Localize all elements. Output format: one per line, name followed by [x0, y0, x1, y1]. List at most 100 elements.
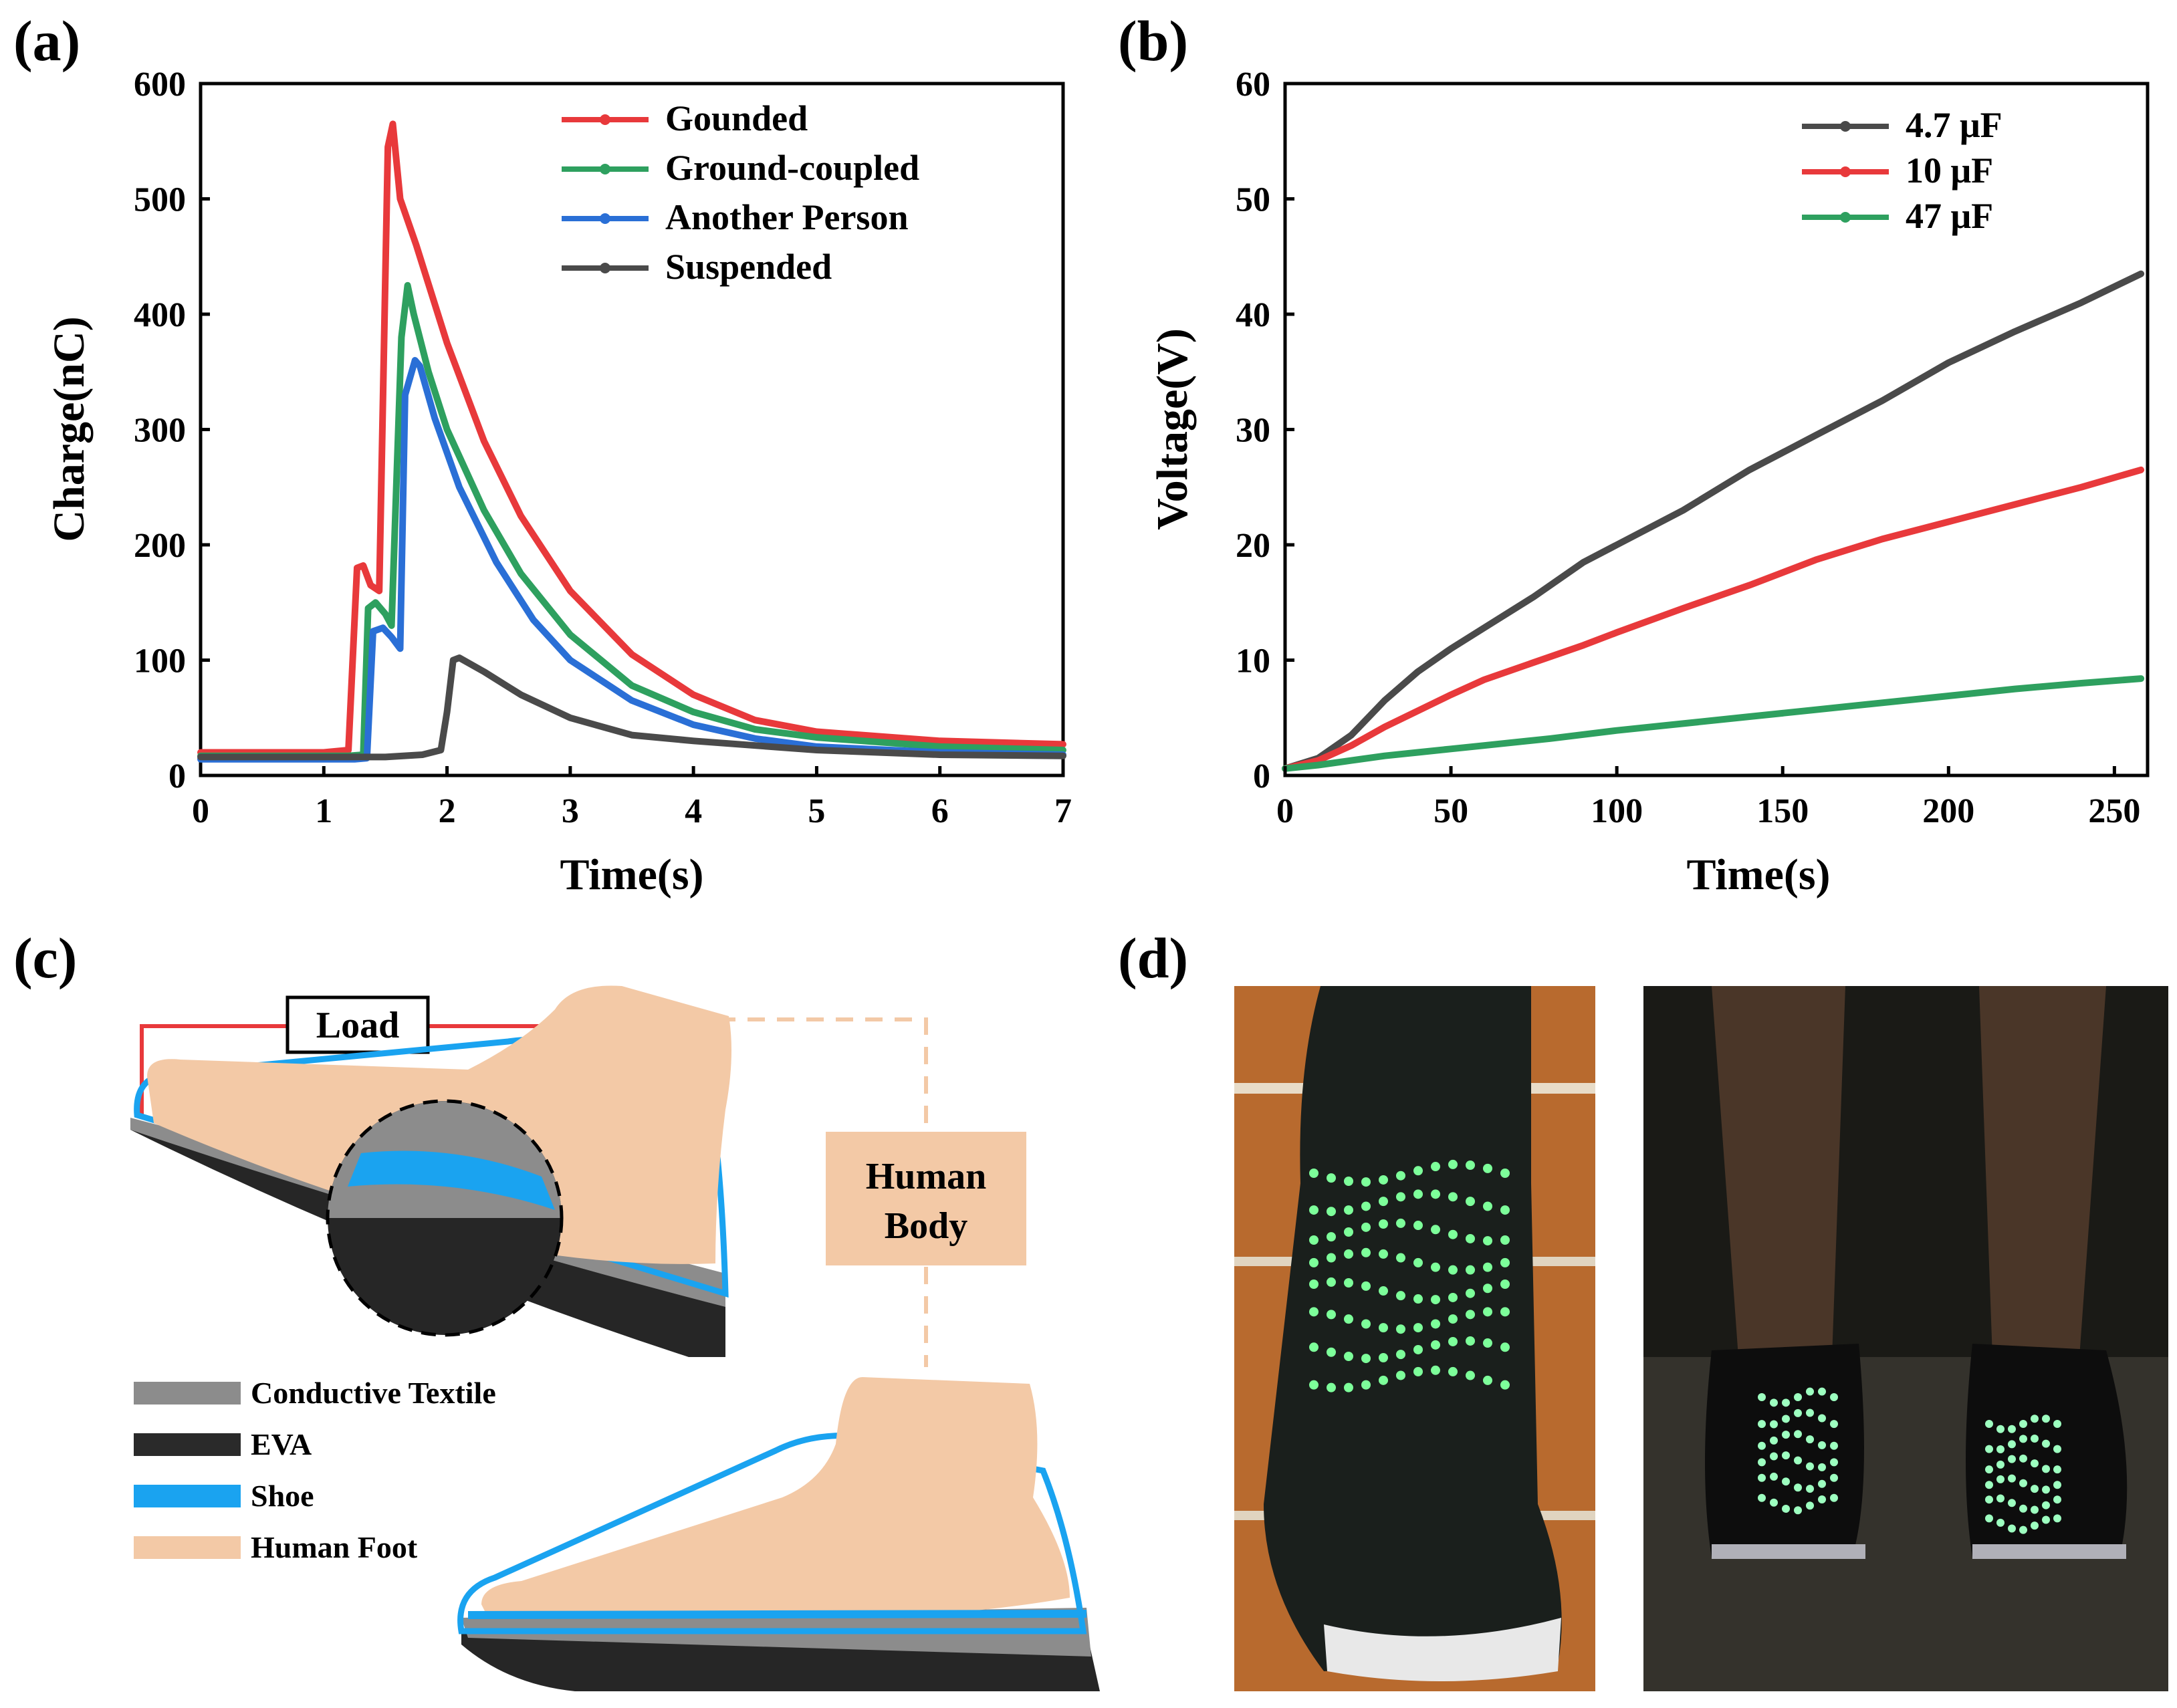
- led-dot: [2053, 1420, 2061, 1428]
- y-tick-label: 30: [1236, 412, 1270, 450]
- x-tick-label: 4: [685, 792, 702, 830]
- led-dot: [1770, 1420, 1778, 1429]
- x-tick-label: 150: [1756, 792, 1809, 830]
- led-dot: [1448, 1229, 1458, 1239]
- led-dot: [1758, 1458, 1766, 1467]
- led-dot: [1466, 1310, 1475, 1320]
- led-dot: [2019, 1526, 2027, 1534]
- led-dot: [1483, 1236, 1492, 1246]
- led-dot: [1327, 1382, 1336, 1392]
- led-dot: [1466, 1197, 1475, 1207]
- chart-a-frame: [199, 82, 1065, 777]
- led-dot: [1413, 1166, 1423, 1176]
- led-dot: [1431, 1262, 1440, 1272]
- led-dot: [1448, 1192, 1458, 1202]
- led-dot: [1344, 1249, 1353, 1259]
- led-dot: [1344, 1177, 1353, 1187]
- led-dot: [1770, 1452, 1778, 1461]
- chart-b-xlabel: Time(s): [1686, 850, 1830, 899]
- x-tick-label: 1: [315, 792, 332, 830]
- legend-marker: [1840, 166, 1851, 177]
- led-dot: [1483, 1338, 1492, 1348]
- led-dot: [1806, 1462, 1814, 1471]
- led-dot: [1806, 1485, 1814, 1493]
- led-dot: [1806, 1435, 1814, 1444]
- led-dot: [1413, 1323, 1423, 1333]
- x-tick-label: 3: [562, 792, 579, 830]
- led-dot: [1327, 1232, 1336, 1242]
- load-box: [285, 995, 430, 1054]
- led-dot: [1379, 1175, 1388, 1185]
- led-dot: [1413, 1221, 1423, 1231]
- material-label: Conductive Textile: [251, 1376, 496, 1410]
- material-swatch: [134, 1536, 241, 1559]
- led-dot: [1818, 1441, 1826, 1449]
- led-dot: [1379, 1219, 1388, 1229]
- led-dot: [1327, 1347, 1336, 1357]
- upper-shoe: [130, 985, 731, 1357]
- led-dot: [1985, 1465, 1993, 1474]
- chart-a-series-group: [197, 120, 1066, 763]
- led-dot: [1782, 1431, 1790, 1439]
- x-tick-label: 0: [192, 792, 209, 830]
- led-dot: [1794, 1409, 1802, 1417]
- series-line-3: [1282, 675, 2145, 772]
- series-line-1: [197, 120, 1066, 756]
- led-dot: [1344, 1278, 1353, 1288]
- legend-label: Another Person: [665, 197, 908, 237]
- led-dot: [1379, 1352, 1388, 1362]
- led-dot: [1818, 1495, 1826, 1504]
- material-legend: Conductive Textile EVA Shoe Human Foot: [134, 1376, 496, 1564]
- material-swatch: [134, 1485, 241, 1507]
- y-tick-label: 300: [134, 412, 186, 450]
- led-dot: [1344, 1351, 1353, 1361]
- led-dot: [1396, 1291, 1405, 1301]
- led-dot: [1396, 1192, 1405, 1202]
- led-dot: [1830, 1393, 1838, 1401]
- led-dot: [1996, 1518, 2004, 1527]
- chart-a-legend: Gounded Ground-coupled Another Person Suspe…: [562, 98, 919, 287]
- led-dot: [2031, 1485, 2039, 1493]
- led-dot: [1466, 1370, 1475, 1380]
- led-dot: [1500, 1307, 1510, 1317]
- led-dot: [1830, 1458, 1838, 1467]
- led-dot: [1361, 1177, 1371, 1187]
- legend-label: 4.7 μF: [1906, 105, 2002, 145]
- led-dot: [2019, 1454, 2027, 1463]
- series-line-2: [197, 281, 1066, 759]
- led-dot: [1500, 1169, 1510, 1178]
- human-body-label-line1: Human: [866, 1156, 987, 1197]
- legend-label: 47 μF: [1906, 196, 1993, 236]
- x-tick-label: 2: [439, 792, 456, 830]
- led-dot: [1344, 1205, 1353, 1215]
- led-dot: [1431, 1319, 1440, 1329]
- led-dot: [1344, 1382, 1353, 1392]
- y-tick-label: 0: [168, 757, 186, 796]
- led-dot: [1996, 1445, 2004, 1453]
- led-dot: [1396, 1324, 1405, 1334]
- led-dot: [1758, 1393, 1766, 1401]
- led-dot: [1413, 1189, 1423, 1199]
- led-dot: [1758, 1473, 1766, 1482]
- led-dot: [1466, 1265, 1475, 1275]
- led-dot: [2008, 1524, 2016, 1533]
- led-dot: [2019, 1504, 2027, 1513]
- led-dot: [1448, 1159, 1458, 1169]
- led-dot: [1806, 1409, 1814, 1417]
- series-line-2: [1282, 466, 2145, 772]
- led-dot: [2031, 1459, 2039, 1468]
- led-dot: [1309, 1279, 1319, 1290]
- led-dot: [1500, 1342, 1510, 1352]
- led-dot: [1361, 1201, 1371, 1211]
- led-dot: [2053, 1481, 2061, 1489]
- material-label: Human Foot: [251, 1530, 418, 1564]
- led-dot: [1985, 1445, 1993, 1453]
- led-dot: [1782, 1451, 1790, 1460]
- body-wire: [689, 1017, 928, 1367]
- led-dot: [1483, 1284, 1492, 1294]
- led-dot: [1500, 1279, 1510, 1290]
- led-dot: [2042, 1485, 2050, 1494]
- y-tick-label: 600: [134, 66, 186, 104]
- x-tick-label: 100: [1591, 792, 1643, 830]
